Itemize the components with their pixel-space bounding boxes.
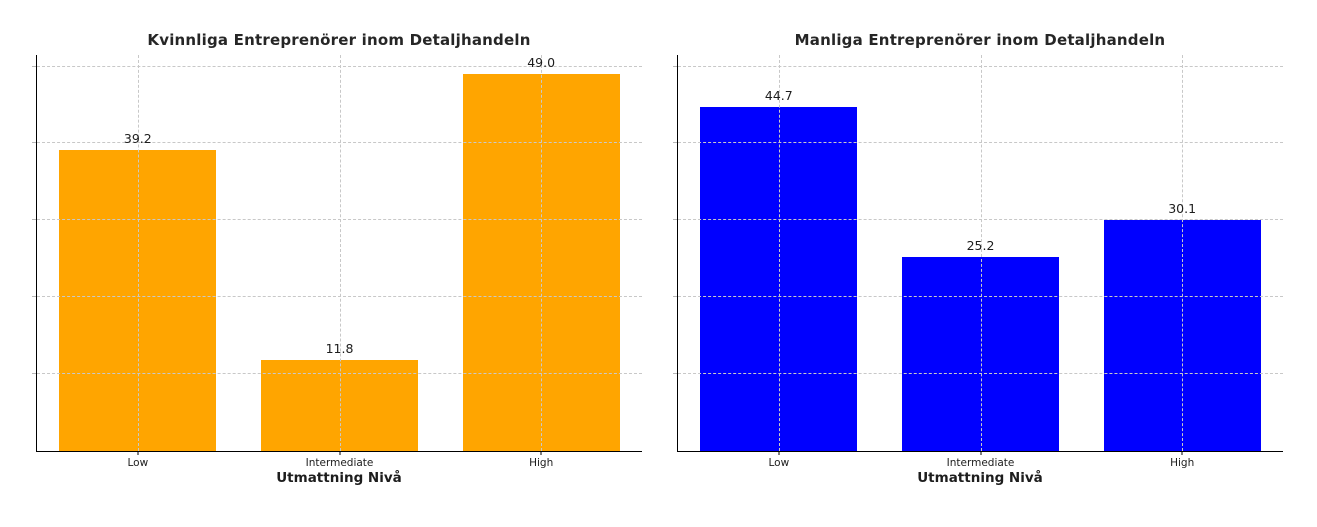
y-tick (32, 65, 36, 67)
y-tick (32, 296, 36, 298)
bar-value-label: 30.1 (1168, 200, 1197, 216)
y-tick (32, 219, 36, 221)
x-tick-label: Intermediate (946, 457, 1015, 469)
x-tick (778, 451, 780, 455)
bar-value-label: 49.0 (527, 55, 556, 71)
x-tick-label: Intermediate (305, 457, 374, 469)
y-tick (673, 219, 677, 221)
v-gridline (1182, 55, 1184, 451)
x-axis-label: Utmattning Nivå (917, 470, 1043, 486)
x-tick (540, 451, 542, 455)
bar (901, 257, 1060, 451)
v-gridline (339, 55, 341, 451)
y-tick (673, 65, 677, 67)
bar-value-label: 44.7 (764, 88, 793, 104)
bar-value-label: 39.2 (123, 130, 152, 146)
x-tick-label: Low (127, 457, 149, 469)
x-tick (1181, 451, 1183, 455)
bar (260, 360, 419, 451)
y-tick (673, 373, 677, 375)
chart-female-entrepreneurs: Kvinnliga Entreprenörer inom Detaljhande… (0, 0, 658, 527)
v-gridline (541, 55, 543, 451)
plot-area: 44.7 Low 25.2 Intermediate 30.1 High (673, 55, 1283, 469)
x-tick-label: High (529, 457, 554, 469)
x-tick (339, 451, 340, 455)
y-tick (673, 142, 677, 144)
x-tick-label: High (1170, 457, 1195, 469)
bar (59, 149, 217, 451)
x-tick (980, 451, 981, 455)
x-axis-label: Utmattning Nivå (276, 470, 402, 486)
x-tick-label: Low (768, 457, 790, 469)
v-gridline (137, 55, 139, 451)
y-tick (32, 373, 36, 375)
chart-title: Kvinnliga Entreprenörer inom Detaljhande… (147, 31, 531, 49)
chart-title: Manliga Entreprenörer inom Detaljhandeln (794, 31, 1166, 49)
x-tick (137, 451, 139, 455)
bar-value-label: 11.8 (325, 341, 354, 357)
v-gridline (778, 55, 780, 451)
plot-area: 39.2 Low 11.8 Intermediate 49.0 High (32, 55, 642, 469)
chart-male-entrepreneurs: Manliga Entreprenörer inom Detaljhandeln… (658, 0, 1316, 527)
bar (700, 107, 858, 451)
bar-value-label: 25.2 (966, 238, 995, 254)
y-tick (673, 296, 677, 298)
v-gridline (980, 55, 982, 451)
y-tick (32, 142, 36, 144)
